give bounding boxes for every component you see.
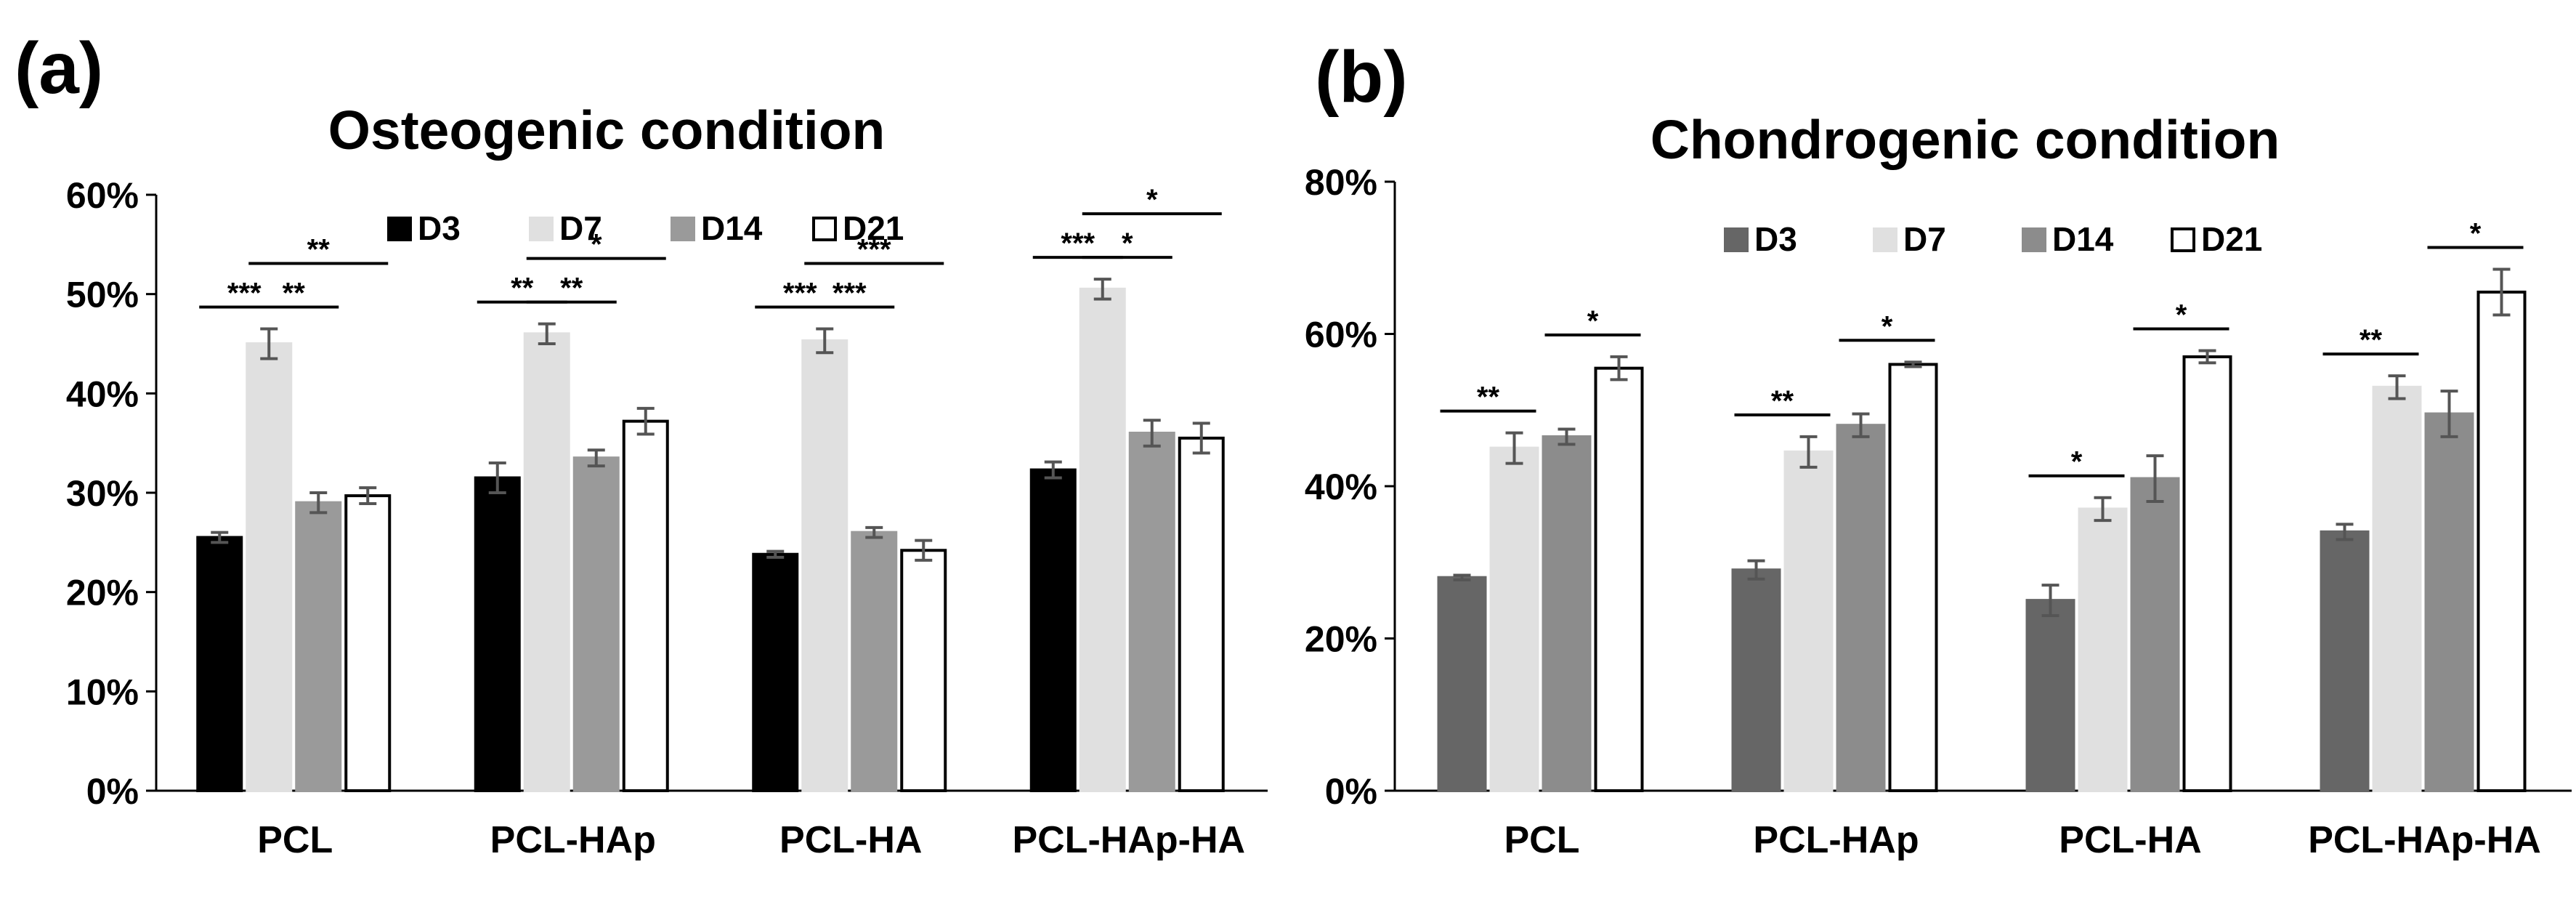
panel-a-category-label: PCL-HA (779, 819, 922, 861)
panel-a-significance-label: * (1146, 184, 1158, 216)
panel-b-legend-label: D3 (1754, 220, 1797, 258)
panel-b-legend-swatch-d14 (2022, 227, 2046, 252)
panel-a-bar-d21 (344, 494, 392, 792)
panel-a-legend-label: D3 (418, 209, 461, 247)
panel-a-bar-d3 (1029, 468, 1077, 792)
panel-b-title: Chondrogenic condition (1650, 109, 2280, 170)
panel-a-bar-d7 (1079, 287, 1126, 793)
panel-b-bar-d7 (1783, 450, 1834, 792)
panel-b-legend-swatch-d7 (1873, 227, 1897, 252)
panel-b-category-label: PCL-HA (2059, 819, 2201, 861)
panel-b-bar-d3 (2320, 530, 2370, 792)
panel-a-ytick-label: 50% (66, 275, 139, 315)
panel-a-legend-label: D21 (843, 209, 904, 247)
panel-a-legend-label: D14 (701, 209, 763, 247)
panel-a-significance-label: ** (560, 273, 583, 305)
panel-b-ytick-label: 80% (1305, 162, 1377, 203)
panel-b-significance-label: ** (1771, 385, 1794, 417)
panel-b-bar-d14 (1836, 424, 1886, 792)
panel-b-category-label: PCL (1504, 819, 1580, 861)
panel-a-ytick-label: 20% (66, 573, 139, 613)
panel-a-legend-swatch-d14 (671, 217, 695, 241)
panel-a-legend-swatch-d7 (529, 217, 554, 241)
panel-b-bar-d7 (2078, 507, 2128, 792)
panel-a-ytick-label: 30% (66, 473, 139, 514)
panel-b-legend-swatch-d3 (1724, 227, 1749, 252)
panel-b-bar-d21 (2476, 290, 2527, 792)
panel-a-significance-label: ** (307, 234, 331, 266)
panel-b-ytick-label: 0% (1325, 771, 1377, 812)
panel-a-chart: 0% 10% 20% 30% 40% 50% 60% PCL PCL-HAp PCL-HA PCL-… (66, 175, 1268, 861)
panel-a-bar-d14 (572, 456, 620, 793)
panel-b-category-label: PCL-HAp (1753, 819, 1919, 861)
panel-a-legend-swatch-d3 (387, 217, 412, 241)
panel-b-bar-d3 (1437, 576, 1487, 792)
panel-b-ytick-label: 20% (1305, 619, 1377, 660)
panel-a-legend-swatch-d21 (812, 217, 837, 241)
panel-a-significance-label: ** (283, 278, 306, 310)
panel-a-bar-d3 (196, 536, 243, 792)
panel-b-bar-d3 (2025, 599, 2075, 792)
panel-a-significance-label: * (591, 229, 602, 261)
panel-a-category-label: PCL-HAp (490, 819, 656, 861)
panel-a-category-label: PCL-HAp-HA (1012, 819, 1245, 861)
panel-a-bar-d14 (1128, 432, 1175, 792)
panel-b-significance-label: ** (1477, 382, 1500, 414)
panel-b-significance-label: * (2470, 217, 2482, 249)
panel-b-bar-d14 (2424, 412, 2474, 792)
panel-a-significance-label: *** (1061, 227, 1095, 259)
panel-b-significance-label: * (1587, 305, 1599, 337)
panel-a-bar-d7 (523, 332, 570, 793)
panel-b-chart: 0% 20% 40% 60% 80% PCL PCL-HAp PCL-HA PCL-HAp-HA… (1305, 162, 2572, 861)
panel-b-bar-d21 (1888, 363, 1938, 792)
panel-b-significance-label: * (2176, 299, 2187, 331)
panel-b-ytick-label: 40% (1305, 467, 1377, 507)
panel-b-significance-label: ** (2360, 324, 2383, 356)
panel-b-bar-d7 (1489, 446, 1539, 792)
panel-a-label: (a) (15, 28, 103, 109)
panel-b-bar-d7 (2372, 385, 2422, 792)
panel-a-significance-label: *** (833, 278, 867, 310)
panel-a-significance-label: * (1122, 227, 1133, 259)
panel-a-ytick-label: 0% (86, 771, 139, 812)
panel-b-bar-d14 (2130, 477, 2180, 793)
panel-b-label: (b) (1315, 36, 1408, 118)
panel-b-bar-d3 (1731, 568, 1781, 792)
panel-b-significance-label: * (2071, 446, 2083, 478)
panel-a-bar-d7 (801, 339, 848, 792)
panel-b-legend-label: D21 (2201, 220, 2262, 258)
panel-a-ytick-label: 60% (66, 175, 139, 216)
panel-a-legend-label: D7 (559, 209, 602, 247)
panel-a-bar-d3 (752, 552, 799, 792)
panel-a-title: Osteogenic condition (328, 100, 886, 161)
panel-b-bar-d21 (2182, 355, 2232, 792)
panel-a-significance-label: ** (511, 273, 534, 305)
panel-b-legend-swatch-d21 (2171, 227, 2195, 252)
panel-a-ytick-label: 10% (66, 672, 139, 712)
panel-a-bar-d3 (474, 476, 521, 792)
panel-a-bar-d21 (1178, 436, 1225, 792)
panel-a-bar-d21 (900, 549, 947, 792)
panel-b-category-label: PCL-HAp-HA (2308, 819, 2541, 861)
panel-a-significance-label: *** (857, 234, 891, 266)
panel-a-significance-label: *** (227, 278, 262, 310)
panel-b-significance-label: * (1882, 310, 1893, 342)
panel-a-bar-d14 (851, 531, 898, 793)
panel-a-bar-d21 (622, 419, 669, 792)
panel-a-ytick-label: 40% (66, 374, 139, 414)
panel-b-ytick-label: 60% (1305, 315, 1377, 355)
panel-b-legend-label: D14 (2052, 220, 2114, 258)
panel-a-significance-label: *** (783, 278, 817, 310)
panel-b-bar-d21 (1594, 366, 1644, 792)
panel-a-category-label: PCL (257, 819, 333, 861)
panel-a-bar-d7 (246, 342, 293, 792)
panel-b-bar-d14 (1542, 435, 1592, 792)
panel-b-legend-label: D7 (1903, 220, 1946, 258)
panel-a-bar-d14 (295, 501, 342, 793)
